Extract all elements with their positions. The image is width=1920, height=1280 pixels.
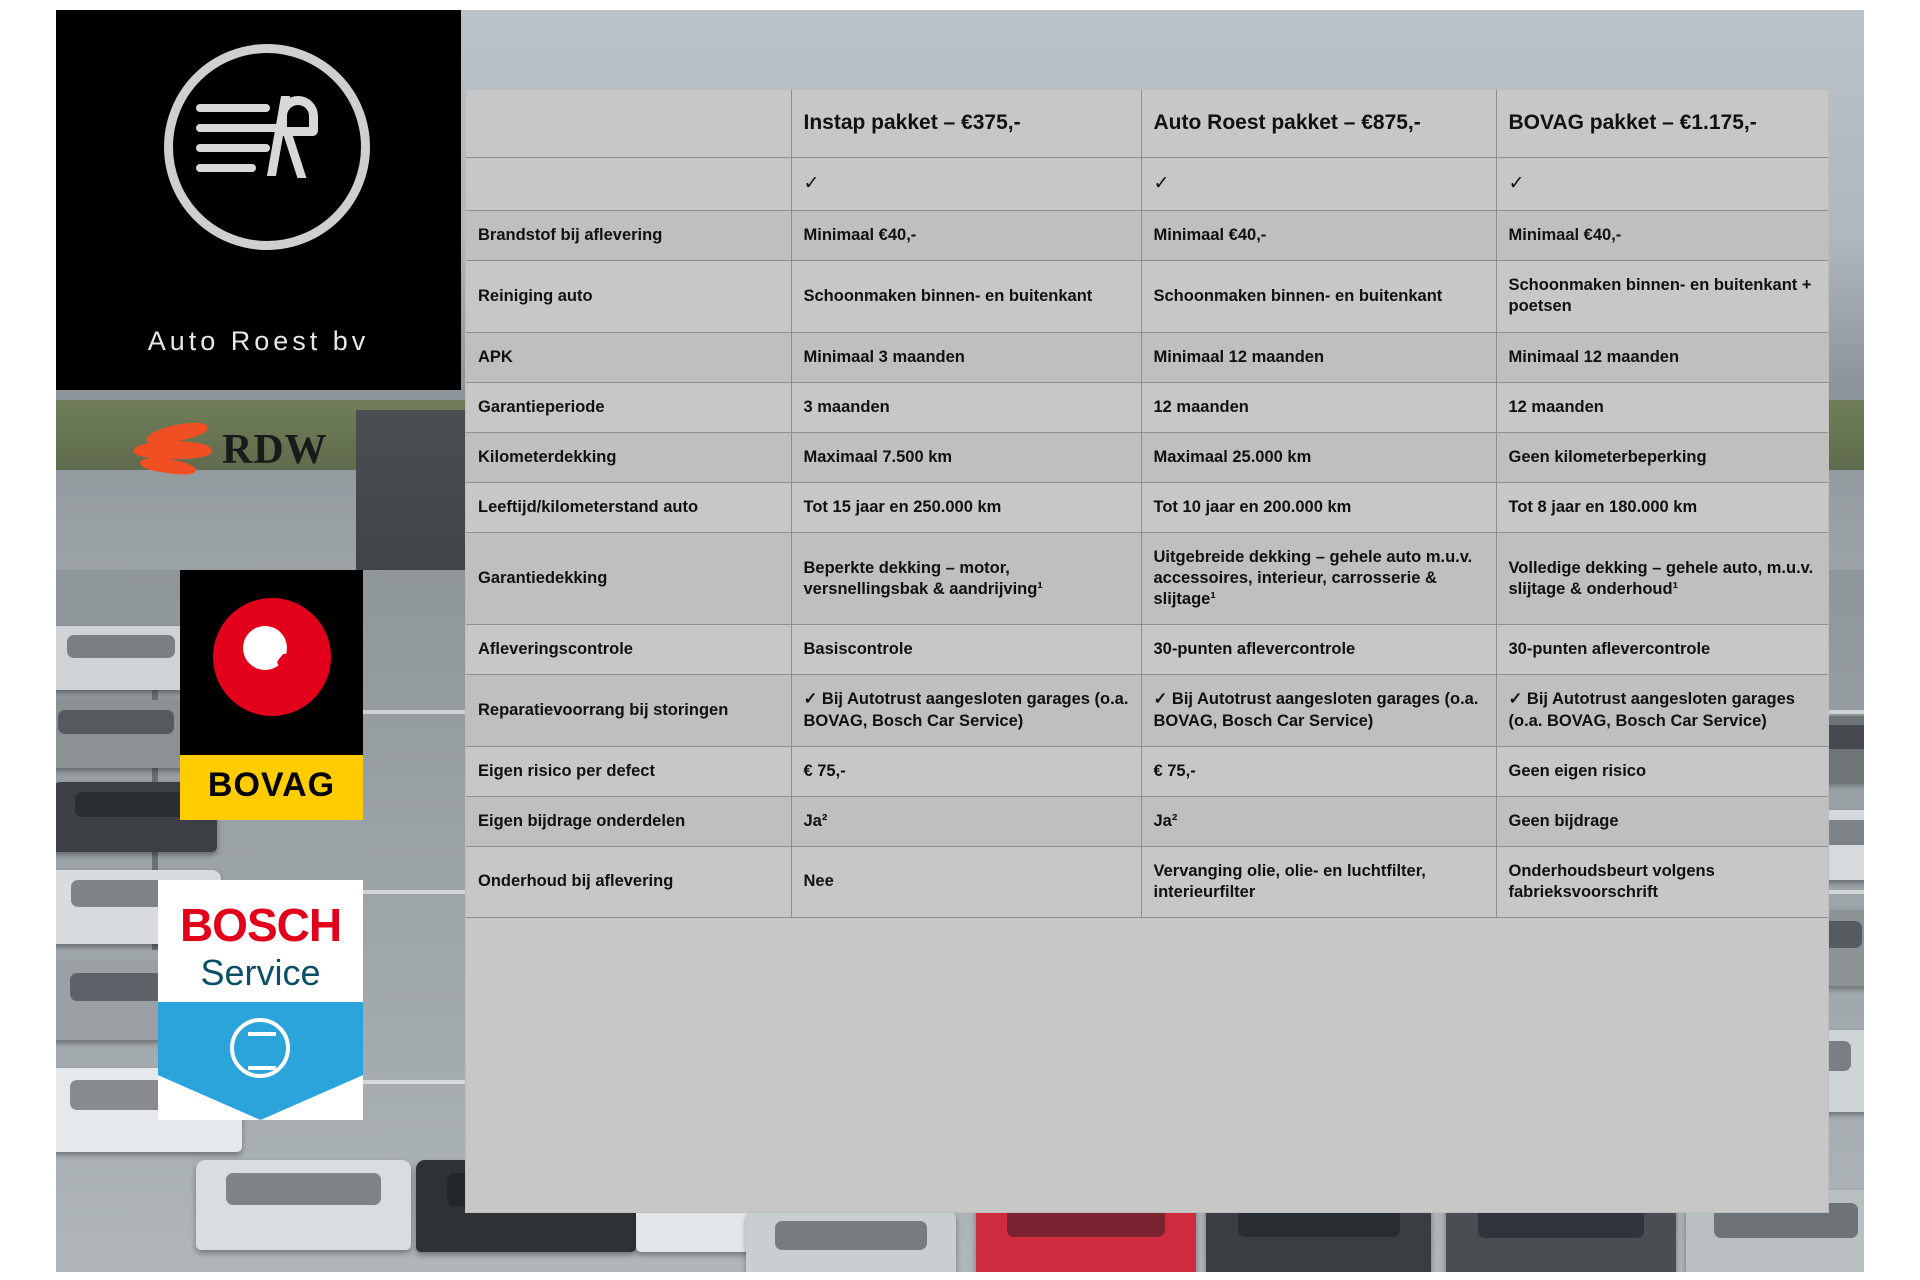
row-value-instap: Basiscontrole	[791, 624, 1142, 676]
row-value-bovag: Minimaal €40,-	[1496, 210, 1828, 262]
row-value-instap: Maximaal 7.500 km	[791, 432, 1142, 483]
row-value-auto-roest: 30-punten aflevercontrole	[1141, 624, 1497, 676]
row-value-bovag: 12 maanden	[1496, 382, 1828, 433]
bosch-shield-icon	[158, 1002, 363, 1120]
table-row: Afleveringscontrole Basiscontrole 30-pun…	[466, 624, 1828, 676]
row-label: Afleveringscontrole	[466, 624, 792, 676]
check-icon: ✓	[791, 157, 1142, 212]
table-row: Eigen bijdrage onderdelen Ja² Ja² Geen b…	[466, 796, 1828, 847]
row-value-auto-roest: Vervanging olie, olie- en luchtfilter, i…	[1141, 846, 1497, 919]
bovag-badge: BOVAG	[180, 570, 363, 820]
table-row: ✓ ✓ ✓	[466, 157, 1828, 212]
row-value-instap: Schoonmaken binnen- en buitenkant	[791, 260, 1142, 333]
row-label: Reparatievoorrang bij storingen	[466, 674, 792, 747]
bovag-label: BOVAG	[207, 766, 336, 804]
row-value-bovag: Geen eigen risico	[1496, 746, 1828, 797]
row-value-auto-roest: Tot 10 jaar en 200.000 km	[1141, 482, 1497, 533]
row-label: Reiniging auto	[466, 260, 792, 333]
photo-car	[196, 1160, 411, 1250]
row-value-instap: Beperkte dekking – motor, versnellingsba…	[791, 532, 1142, 626]
row-value-bovag: Minimaal 12 maanden	[1496, 332, 1828, 383]
row-value-auto-roest: Uitgebreide dekking – gehele auto m.u.v.…	[1141, 532, 1497, 626]
row-label: Kilometerdekking	[466, 432, 792, 483]
table-row: Reiniging auto Schoonmaken binnen- en bu…	[466, 260, 1828, 333]
table-row: Onderhoud bij aflevering Nee Vervanging …	[466, 846, 1828, 919]
row-value-bovag: ✓ Bij Autotrust aangesloten garages (o.a…	[1496, 674, 1828, 747]
row-value-instap: € 75,-	[791, 746, 1142, 797]
table-row: Kilometerdekking Maximaal 7.500 km Maxim…	[466, 432, 1828, 483]
table-row: Leeftijd/kilometerstand auto Tot 15 jaar…	[466, 482, 1828, 533]
comparison-table: Instap pakket – €375,- Auto Roest pakket…	[466, 90, 1828, 919]
table-row: Brandstof bij aflevering Minimaal €40,- …	[466, 210, 1828, 262]
row-value-instap: Minimaal €40,-	[791, 210, 1142, 262]
row-label: Eigen bijdrage onderdelen	[466, 796, 792, 847]
row-label: Onderhoud bij aflevering	[466, 846, 792, 919]
row-value-instap: Tot 15 jaar en 250.000 km	[791, 482, 1142, 533]
row-label: Garantieperiode	[466, 382, 792, 433]
row-label: Garantiedekking	[466, 532, 792, 626]
brand-logo-panel: Auto Roest bv	[56, 10, 461, 390]
header-package-instap: Instap pakket – €375,-	[791, 90, 1142, 158]
company-name: Auto Roest bv	[147, 326, 370, 356]
row-label: APK	[466, 332, 792, 383]
row-value-instap: Minimaal 3 maanden	[791, 332, 1142, 383]
check-icon: ✓	[1141, 157, 1497, 212]
row-value-auto-roest: 12 maanden	[1141, 382, 1497, 433]
check-icon: ✓	[1496, 157, 1828, 212]
table-header-row: Instap pakket – €375,- Auto Roest pakket…	[466, 90, 1828, 158]
table-row: Garantiedekking Beperkte dekking – motor…	[466, 532, 1828, 626]
row-value-bovag: Geen bijdrage	[1496, 796, 1828, 847]
photo-car	[56, 700, 196, 768]
row-value-bovag: Volledige dekking – gehele auto, m.u.v. …	[1496, 532, 1828, 626]
rdw-badge: RDW	[130, 410, 420, 490]
bosch-service-label: Service	[200, 952, 321, 993]
row-value-auto-roest: ✓ Bij Autotrust aangesloten garages (o.a…	[1141, 674, 1497, 747]
photo-car	[746, 1210, 956, 1272]
auto-roest-logo-icon	[164, 44, 370, 250]
package-comparison-table: Instap pakket – €375,- Auto Roest pakket…	[466, 90, 1828, 1212]
row-value-instap: ✓ Bij Autotrust aangesloten garages (o.a…	[791, 674, 1142, 747]
row-label	[466, 157, 792, 212]
bovag-yellow-field	[180, 755, 363, 820]
rdw-flame-icon	[130, 418, 216, 481]
row-label: Eigen risico per defect	[466, 746, 792, 797]
row-value-auto-roest: Minimaal €40,-	[1141, 210, 1497, 262]
header-package-bovag: BOVAG pakket – €1.175,-	[1496, 90, 1828, 158]
rdw-label: RDW	[222, 427, 328, 473]
row-value-bovag: Geen kilometerbeperking	[1496, 432, 1828, 483]
bosch-service-badge: BOSCH Service	[158, 880, 363, 1120]
row-label: Leeftijd/kilometerstand auto	[466, 482, 792, 533]
row-value-auto-roest: Schoonmaken binnen- en buitenkant	[1141, 260, 1497, 333]
row-value-auto-roest: Minimaal 12 maanden	[1141, 332, 1497, 383]
row-value-instap: Nee	[791, 846, 1142, 919]
row-value-bovag: Onderhoudsbeurt volgens fabrieksvoorschr…	[1496, 846, 1828, 919]
row-label: Brandstof bij aflevering	[466, 210, 792, 262]
row-value-bovag: 30-punten aflevercontrole	[1496, 624, 1828, 676]
row-value-bovag: Tot 8 jaar en 180.000 km	[1496, 482, 1828, 533]
table-row: APK Minimaal 3 maanden Minimaal 12 maand…	[466, 332, 1828, 383]
row-value-bovag: Schoonmaken binnen- en buitenkant + poet…	[1496, 260, 1828, 333]
table-row: Garantieperiode 3 maanden 12 maanden 12 …	[466, 382, 1828, 433]
row-value-instap: 3 maanden	[791, 382, 1142, 433]
table-row: Reparatievoorrang bij storingen ✓ Bij Au…	[466, 674, 1828, 747]
row-value-instap: Ja²	[791, 796, 1142, 847]
auto-roest-monogram-icon	[196, 94, 322, 180]
bosch-label: BOSCH	[179, 899, 342, 951]
row-value-auto-roest: Maximaal 25.000 km	[1141, 432, 1497, 483]
table-row: Eigen risico per defect € 75,- € 75,- Ge…	[466, 746, 1828, 797]
row-value-auto-roest: € 75,-	[1141, 746, 1497, 797]
row-value-auto-roest: Ja²	[1141, 796, 1497, 847]
bovag-circle-icon	[213, 598, 331, 716]
header-package-auto-roest: Auto Roest pakket – €875,-	[1141, 90, 1497, 158]
photo-car	[56, 626, 196, 690]
header-feature	[466, 90, 792, 158]
